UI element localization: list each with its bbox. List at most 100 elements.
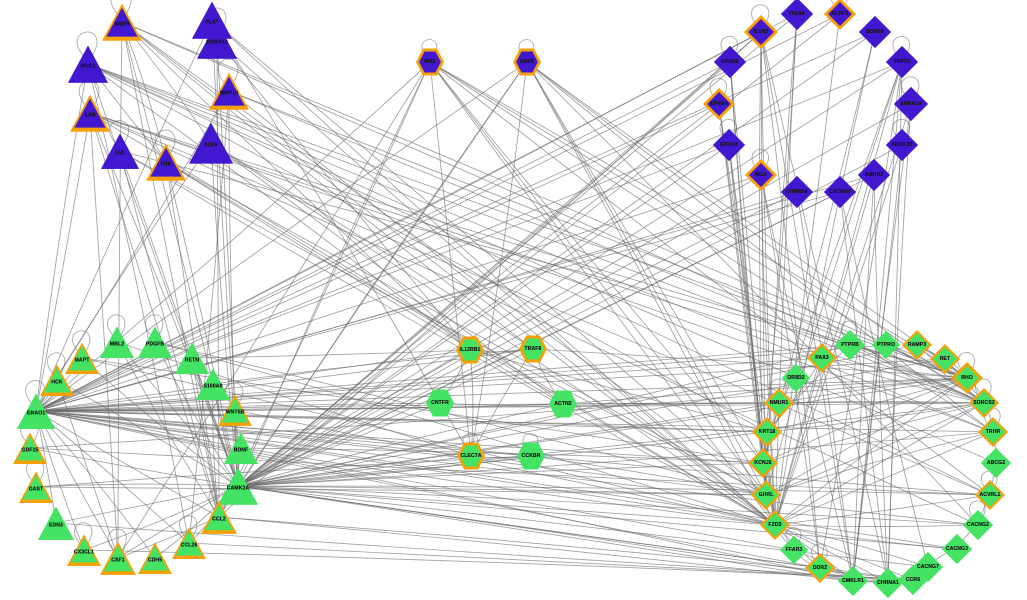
graph-node-ccl2[interactable]: CCL2 bbox=[201, 499, 237, 535]
graph-node-clec7a[interactable]: CLEC7A bbox=[457, 442, 485, 470]
graph-node-ffar3[interactable]: FFAR3 bbox=[780, 536, 808, 564]
graph-node-gast[interactable]: GAST bbox=[19, 470, 53, 504]
graph-node-cdh5[interactable]: CDH5 bbox=[138, 541, 172, 575]
node-shape-diamond bbox=[714, 46, 746, 78]
graph-node-hck[interactable]: HCK bbox=[40, 363, 74, 397]
edge bbox=[35, 410, 764, 464]
graph-node-epha3[interactable]: EPHA3 bbox=[713, 129, 745, 161]
graph-node-mbl2[interactable]: MBL2 bbox=[100, 325, 134, 359]
graph-node-nmur1[interactable]: NMUR1 bbox=[764, 388, 794, 418]
graph-node-pdgfb[interactable]: PDGFB bbox=[138, 325, 172, 359]
edge bbox=[774, 61, 903, 526]
edge bbox=[849, 344, 985, 404]
edge bbox=[211, 19, 776, 526]
edge bbox=[35, 344, 887, 412]
graph-node-ghrl[interactable]: GHRL bbox=[751, 480, 781, 510]
graph-node-nga[interactable]: NGA bbox=[745, 159, 777, 191]
graph-node-irs1[interactable]: IRS1 bbox=[416, 48, 444, 76]
graph-node-adra1b[interactable]: ADRA1B bbox=[886, 129, 918, 161]
edge bbox=[234, 409, 776, 526]
edge bbox=[237, 191, 798, 487]
graph-node-ptprb[interactable]: PTPRB bbox=[835, 330, 865, 360]
graph-node-fgf6[interactable]: FGF6 bbox=[189, 121, 233, 165]
graph-node-mmp9[interactable]: MMP9 bbox=[102, 2, 142, 42]
node-fill bbox=[16, 435, 44, 461]
edge bbox=[429, 61, 985, 404]
edge bbox=[774, 13, 841, 526]
graph-node-adra1a[interactable]: ADRA1A bbox=[894, 87, 928, 121]
graph-node-itga8[interactable]: ITGA8 bbox=[781, 0, 813, 30]
graph-node-traf6[interactable]: TRAF6 bbox=[519, 335, 547, 363]
graph-node-s100a12[interactable]: S100A12 bbox=[197, 20, 237, 60]
graph-node-ramp3[interactable]: RAMP3 bbox=[902, 330, 932, 360]
graph-node-epha5[interactable]: EPHA5 bbox=[714, 46, 746, 78]
graph-node-chrna6[interactable]: CHRNA6 bbox=[781, 176, 813, 208]
node-fill bbox=[808, 556, 832, 580]
graph-node-ddr2[interactable]: DDR2 bbox=[805, 553, 835, 583]
graph-node-lxn[interactable]: LXN bbox=[70, 93, 110, 133]
graph-node-pax3[interactable]: PAX3 bbox=[807, 343, 837, 373]
node-fill bbox=[150, 147, 182, 177]
graph-node-camk2a[interactable]: CAMK2A bbox=[218, 466, 258, 506]
graph-node-cmklr1[interactable]: CMKLR1 bbox=[838, 566, 868, 596]
graph-node-cx3cl1[interactable]: CX3CL1 bbox=[67, 533, 101, 567]
edge bbox=[81, 357, 776, 526]
edge bbox=[237, 485, 979, 526]
edge bbox=[81, 357, 239, 487]
edge bbox=[216, 39, 776, 526]
graph-node-actn2[interactable]: ACTN2 bbox=[549, 390, 577, 418]
graph-node-krt18[interactable]: KRT18 bbox=[752, 417, 782, 447]
edge bbox=[237, 431, 994, 487]
graph-node-epha4[interactable]: EPHA4 bbox=[703, 88, 735, 120]
edge bbox=[35, 410, 958, 550]
graph-node-cacng3[interactable]: CACNG3 bbox=[942, 534, 972, 564]
edge bbox=[210, 142, 564, 405]
graph-node-sorcs2[interactable]: SORCS2 bbox=[969, 388, 999, 418]
node-fill bbox=[426, 389, 454, 417]
edge bbox=[237, 402, 985, 487]
graph-node-kcnj5[interactable]: KCNJ5 bbox=[748, 448, 778, 478]
graph-node-wnt5b[interactable]: WNT5B bbox=[218, 393, 252, 427]
graph-node-gdf15[interactable]: GDF15 bbox=[13, 431, 47, 465]
graph-node-cacng5[interactable]: CACNG5 bbox=[824, 176, 856, 208]
graph-node-esr2[interactable]: ESR2 bbox=[513, 48, 541, 76]
graph-node-mmp10[interactable]: MMP10 bbox=[209, 71, 249, 111]
edge bbox=[35, 112, 91, 412]
edge bbox=[765, 431, 994, 496]
edge bbox=[237, 61, 431, 487]
graph-node-frk[interactable]: FRK bbox=[146, 142, 186, 182]
graph-node-abcg2[interactable]: ABCG2 bbox=[981, 448, 1011, 478]
graph-node-bdnf[interactable]: BDNF bbox=[224, 431, 258, 465]
graph-node-acvrl1[interactable]: ACVRL1 bbox=[975, 480, 1005, 510]
graph-node-cntfr[interactable]: CNTFR bbox=[426, 389, 454, 417]
edge bbox=[429, 61, 991, 496]
graph-node-gnao1[interactable]: GNAO1 bbox=[17, 392, 55, 430]
graph-node-muc1[interactable]: MUC1 bbox=[68, 44, 108, 84]
edge bbox=[35, 410, 979, 526]
graph-node-il1r2[interactable]: IL1R2 bbox=[744, 15, 778, 49]
edge bbox=[526, 61, 968, 379]
node-shape-diamond bbox=[703, 88, 735, 120]
self-loop-edge bbox=[179, 515, 198, 538]
edge bbox=[469, 349, 768, 433]
graph-node-ptpro[interactable]: PTPRO bbox=[872, 331, 900, 359]
graph-node-csf1[interactable]: CSF1 bbox=[100, 540, 136, 576]
graph-node-ccr6[interactable]: CCR6 bbox=[898, 565, 928, 595]
node-shape-triangle bbox=[68, 45, 108, 83]
graph-node-trpv1[interactable]: TRPV1 bbox=[886, 46, 918, 78]
graph-node-ccl26[interactable]: CCL26 bbox=[172, 526, 206, 560]
self-loop-edge bbox=[751, 4, 770, 27]
node-fill bbox=[754, 483, 778, 507]
graph-node-trhr[interactable]: TRHR bbox=[978, 417, 1008, 447]
graph-node-amhr2[interactable]: AMHR2 bbox=[858, 159, 890, 191]
node-shape-diamond bbox=[894, 87, 928, 121]
graph-node-mapt[interactable]: MAPT bbox=[65, 341, 99, 375]
graph-node-cckbr[interactable]: CCKBR bbox=[517, 442, 545, 470]
graph-node-klrf2[interactable]: KLRF2 bbox=[824, 0, 856, 30]
graph-node-scn3b[interactable]: SCN3B bbox=[859, 16, 891, 48]
graph-node-il12rb1[interactable]: IL12RB1 bbox=[456, 336, 484, 364]
edge bbox=[117, 61, 431, 559]
self-loop-edge bbox=[154, 129, 176, 157]
graph-node-fn1[interactable]: FN1 bbox=[101, 132, 139, 170]
